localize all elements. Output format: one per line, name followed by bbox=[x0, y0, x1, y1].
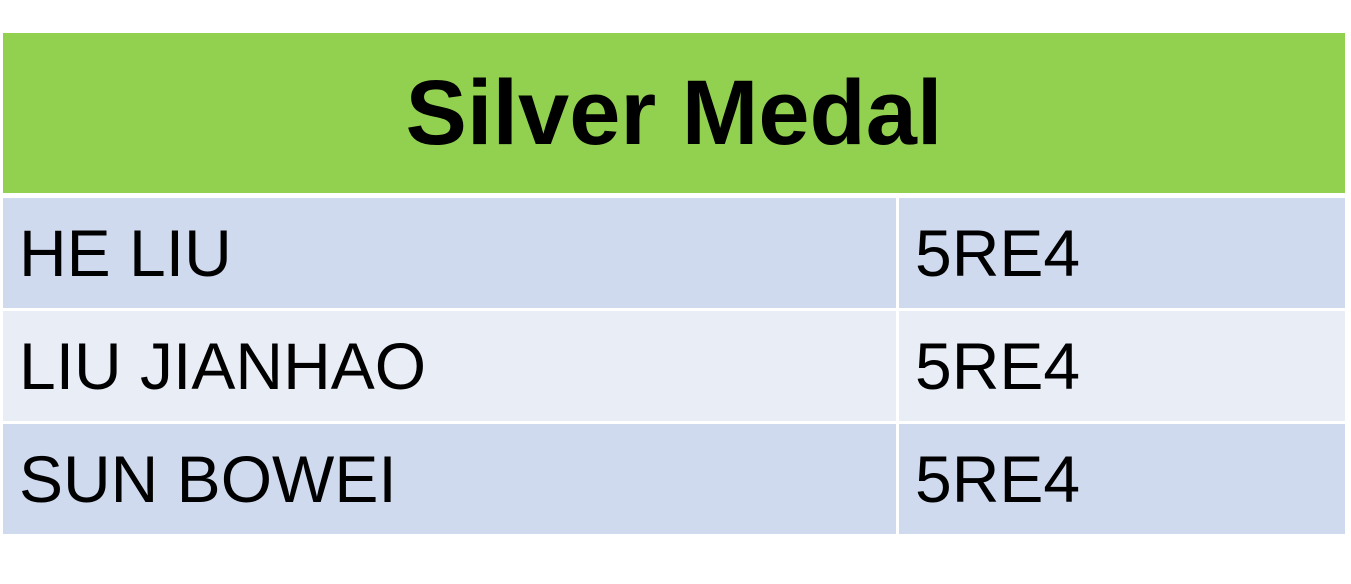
class-cell: 5RE4 bbox=[899, 198, 1345, 308]
table-body: HE LIU 5RE4 LIU JIANHAO 5RE4 SUN BOWEI 5… bbox=[3, 198, 1345, 534]
table-row: HE LIU 5RE4 bbox=[3, 198, 1345, 308]
table-row: LIU JIANHAO 5RE4 bbox=[3, 308, 1345, 421]
table-row: SUN BOWEI 5RE4 bbox=[3, 421, 1345, 534]
student-name-cell: SUN BOWEI bbox=[3, 421, 899, 534]
student-name-cell: HE LIU bbox=[3, 198, 899, 308]
table-header: Silver Medal bbox=[3, 33, 1345, 198]
table-title: Silver Medal bbox=[3, 33, 1345, 198]
class-cell: 5RE4 bbox=[899, 421, 1345, 534]
class-cell: 5RE4 bbox=[899, 308, 1345, 421]
student-name-cell: LIU JIANHAO bbox=[3, 308, 899, 421]
silver-medal-table: Silver Medal HE LIU 5RE4 LIU JIANHAO 5RE… bbox=[3, 33, 1345, 534]
header-row: Silver Medal bbox=[3, 33, 1345, 198]
